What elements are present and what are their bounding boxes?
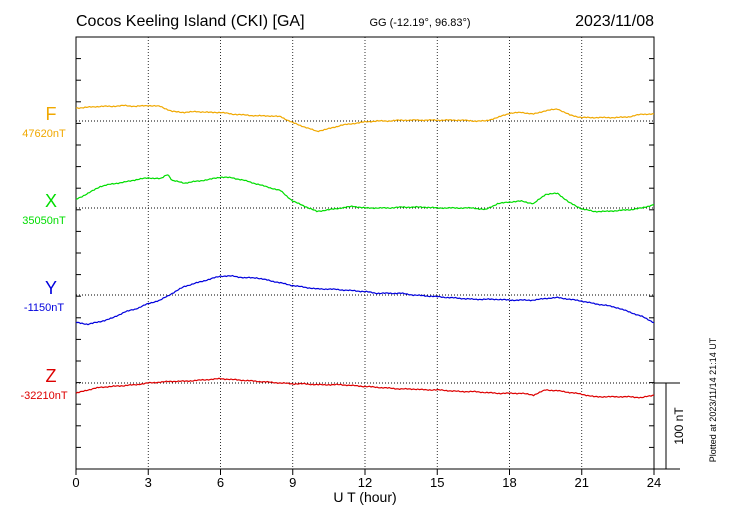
- x-tick-label: 6: [217, 475, 224, 490]
- plotted-timestamp: Plotted at 2023/11/14 21:14 UT: [708, 337, 718, 462]
- x-tick-label: 3: [145, 475, 152, 490]
- tick-marks: [75, 58, 655, 475]
- series-line-z: [75, 377, 655, 399]
- x-axis-label: U T (hour): [333, 489, 396, 505]
- chart-date: 2023/11/08: [575, 13, 654, 30]
- baseline-label-x: 35050nT: [22, 215, 66, 227]
- series-lines: [75, 104, 655, 399]
- series-name-x: X: [45, 191, 57, 211]
- series-name-z: Z: [46, 366, 57, 386]
- scale-bar: 100 nT: [654, 382, 686, 470]
- chart-title: Cocos Keeling Island (CKI) [GA]: [76, 13, 305, 30]
- series-line-f: [75, 104, 655, 133]
- baseline-label-f: 47620nT: [22, 128, 66, 140]
- x-tick-label: 0: [72, 475, 79, 490]
- x-tick-label: 21: [575, 475, 589, 490]
- series-name-y: Y: [45, 278, 57, 298]
- x-tick-label: 18: [502, 475, 516, 490]
- baseline-label-z: -32210nT: [20, 390, 67, 402]
- series-labels: F 47620nT X 35050nT Y -1150nT Z -32210nT: [20, 104, 67, 402]
- x-tick-labels: 0 3 6 9 12 15 18 21 24: [72, 475, 661, 490]
- x-tick-label: 12: [358, 475, 372, 490]
- x-tick-label: 15: [430, 475, 444, 490]
- x-tick-label: 24: [647, 475, 661, 490]
- station-coordinates: GG (-12.19°, 96.83°): [369, 17, 470, 29]
- series-name-f: F: [46, 104, 57, 124]
- series-line-x: [75, 174, 655, 213]
- scale-bar-label: 100 nT: [672, 407, 686, 445]
- x-tick-label: 9: [289, 475, 296, 490]
- grid: [147, 37, 583, 469]
- baseline-label-y: -1150nT: [24, 302, 64, 314]
- series-line-y: [75, 274, 655, 326]
